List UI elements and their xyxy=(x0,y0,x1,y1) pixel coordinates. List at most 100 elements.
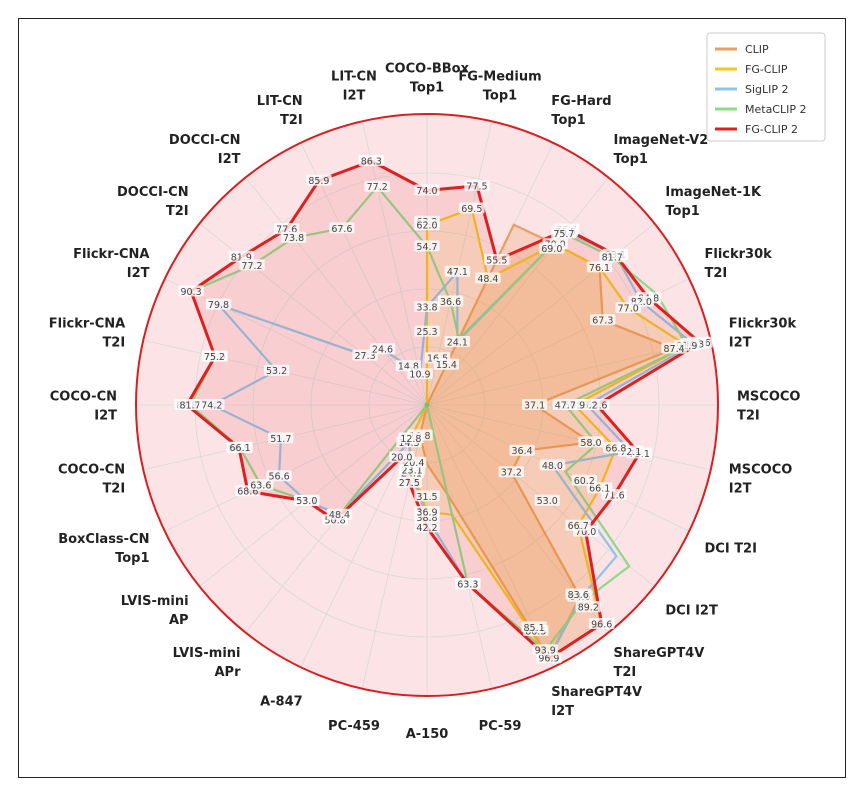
value-label-bg xyxy=(389,451,415,463)
axis-label: DCI I2T xyxy=(665,604,718,619)
value-label: 33.8 xyxy=(416,302,437,313)
value-label: 15.4 xyxy=(436,360,457,371)
value-label: 51.7 xyxy=(270,434,291,445)
legend-label: MetaCLIP 2 xyxy=(745,103,807,116)
value-label: 74.2 xyxy=(201,400,222,411)
value-label: 48.0 xyxy=(542,461,563,472)
value-label: 66.7 xyxy=(568,521,589,532)
value-label-bg xyxy=(396,476,422,488)
axis-label: I2T xyxy=(218,152,241,167)
value-label-bg xyxy=(228,250,254,262)
value-label: 63.3 xyxy=(457,579,478,590)
legend-label: FG-CLIP 2 xyxy=(745,123,798,136)
value-label: 54.7 xyxy=(416,242,437,253)
value-label: 50.8 xyxy=(325,516,346,527)
value-label: 93.9 xyxy=(535,646,556,657)
value-label-bg xyxy=(590,314,616,326)
value-label: 27.5 xyxy=(399,478,420,489)
axis-label: LVIS-mini xyxy=(121,594,189,609)
axis-label: ImageNet-1K xyxy=(665,185,762,200)
value-label-bg xyxy=(565,588,591,600)
axis-label: DOCCI-CN xyxy=(117,185,189,200)
axis-label: MSCOCO xyxy=(737,390,800,405)
value-label: 53.2 xyxy=(266,366,287,377)
legend-label: FG-CLIP xyxy=(745,63,788,76)
value-label: 83.6 xyxy=(568,590,589,601)
value-label: 66.1 xyxy=(230,443,251,454)
value-label-bg xyxy=(475,272,501,284)
value-label-bg xyxy=(444,336,470,347)
value-label: 53.0 xyxy=(296,496,317,507)
legend-label: CLIP xyxy=(745,43,769,56)
value-label-bg xyxy=(407,368,433,380)
value-label: 70.0 xyxy=(575,527,596,538)
axis-label: I2T xyxy=(729,482,752,497)
axis-label: T2I xyxy=(166,204,189,219)
value-label-bg xyxy=(177,399,203,410)
value-label-bg xyxy=(414,506,440,517)
value-label: 71.6 xyxy=(604,491,625,502)
grid-spoke xyxy=(426,404,710,470)
axis-label: LVIS-mini xyxy=(173,646,241,661)
value-label: 79.8 xyxy=(208,300,229,311)
value-label-bg xyxy=(274,223,300,235)
chart-frame: 74.063.262.054.733.825.377.569.547.136.6… xyxy=(18,18,846,778)
value-label: 68.6 xyxy=(237,487,258,498)
value-label-bg xyxy=(414,219,440,231)
value-label: 81.9 xyxy=(231,252,252,263)
value-label-bg xyxy=(599,251,625,263)
value-label-bg xyxy=(266,470,292,482)
grid-spoke xyxy=(300,404,428,667)
value-label-bg xyxy=(551,227,577,239)
value-label-bg xyxy=(433,358,460,370)
axis-label: Top1 xyxy=(665,204,699,219)
value-label-bg xyxy=(263,364,290,376)
value-label: 73.8 xyxy=(283,233,304,244)
value-label-bg xyxy=(484,254,510,265)
value-label: 90.3 xyxy=(181,287,202,298)
value-label: 10.9 xyxy=(409,370,430,381)
axis-label: T2I xyxy=(737,409,760,424)
grid-spoke xyxy=(165,404,428,532)
legend-label: SigLIP 2 xyxy=(745,83,789,96)
legend-box xyxy=(706,32,826,142)
axis-label: T2I xyxy=(102,482,125,497)
value-label: 75.2 xyxy=(204,352,225,363)
axis-label: BoxClass-CN xyxy=(58,532,149,547)
value-label-bg xyxy=(329,222,355,234)
value-label: 27.3 xyxy=(355,351,376,362)
grid-spoke xyxy=(362,122,428,406)
axis-label: AP xyxy=(169,613,189,628)
axis-label: T2I xyxy=(705,266,728,281)
axis-label: DCI T2I xyxy=(705,541,757,556)
value-label: 81.7 xyxy=(602,253,623,264)
value-label-bg xyxy=(509,444,535,456)
value-label-bg xyxy=(575,601,601,613)
value-label-bg xyxy=(294,494,320,506)
value-label: 60.2 xyxy=(574,476,595,487)
value-label-bg xyxy=(364,180,390,192)
axis-label: A-150 xyxy=(406,727,449,742)
value-label-bg xyxy=(603,442,629,454)
value-label: 96.6 xyxy=(591,619,612,630)
value-label-bg xyxy=(414,325,440,337)
dimension-labels: COCO-BBox Top1 FG-Medium Top1 FG-Hard Top1 Ima… xyxy=(49,62,801,743)
value-label: 36.6 xyxy=(440,297,461,308)
value-label: 36.4 xyxy=(512,446,533,457)
value-label: 48.4 xyxy=(477,274,498,285)
axis-label: ImageNet-V2 xyxy=(614,133,709,148)
value-label-bg xyxy=(201,350,228,362)
value-label-bg xyxy=(615,302,641,314)
value-label: 47.1 xyxy=(447,267,468,278)
value-label: 63.6 xyxy=(250,480,271,491)
axis-label: Flickr-CNA xyxy=(73,247,149,262)
value-label: 72.1 xyxy=(620,447,641,458)
axis-label: FG-Hard xyxy=(551,94,611,109)
value-label-bg xyxy=(369,343,396,355)
value-label: 89.2 xyxy=(578,603,599,614)
value-label: 69.0 xyxy=(541,244,562,255)
axis-label: MSCOCO xyxy=(729,463,792,478)
axis-label: COCO-CN xyxy=(58,463,125,478)
value-label-bg xyxy=(414,521,440,533)
value-label: 20.0 xyxy=(391,453,412,464)
